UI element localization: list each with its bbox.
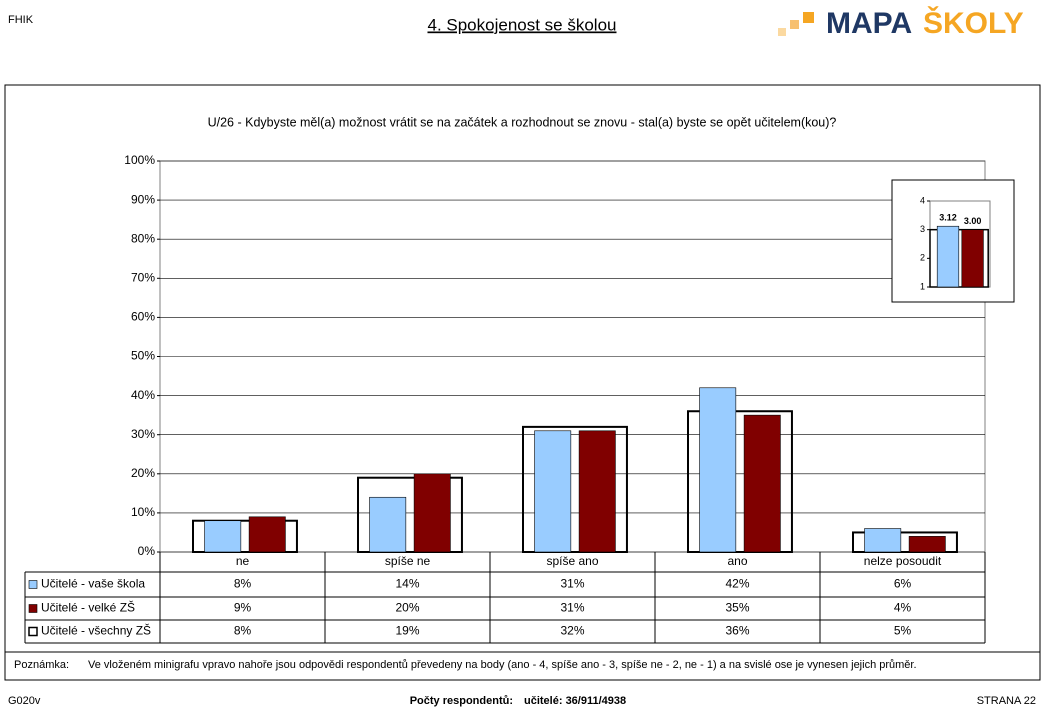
y-tick-label: 90% — [131, 192, 155, 206]
bar — [864, 528, 902, 553]
bar — [413, 473, 451, 553]
x-tick-label: nelze posoudit — [864, 554, 942, 568]
legend-swatch — [28, 604, 38, 613]
legend-swatch — [28, 626, 38, 637]
footer-code: G020v — [8, 695, 41, 707]
table-cell: 8% — [234, 577, 252, 591]
table-cell: 32% — [560, 624, 584, 638]
y-tick-label: 1 — [920, 281, 925, 291]
y-tick-label: 20% — [131, 466, 155, 480]
note-label: Poznámka: — [14, 659, 69, 671]
respondents-label: Počty respondentů: — [410, 695, 513, 707]
x-tick-label: spíše ano — [546, 554, 598, 568]
bar — [248, 516, 286, 553]
table-cell: 6% — [894, 577, 912, 591]
table-cell: 31% — [560, 577, 584, 591]
bar — [687, 410, 793, 553]
table-cell: 9% — [234, 601, 252, 615]
bar — [192, 519, 298, 553]
logo-right: ŠKOLY — [923, 6, 1024, 40]
y-tick-label: 0% — [138, 544, 156, 558]
page-title: 4. Spokojenost se školou — [427, 15, 616, 34]
bar — [204, 520, 242, 553]
chart-frame — [4, 84, 1041, 681]
bar — [578, 430, 616, 553]
table-cell: 14% — [395, 577, 419, 591]
table-cell: 4% — [894, 601, 912, 615]
logo-square — [790, 20, 799, 29]
table-cell: 42% — [725, 577, 749, 591]
y-tick-label: 60% — [131, 310, 155, 324]
report-code: FHIK — [8, 14, 34, 26]
logo-square — [778, 28, 786, 36]
logo-left: MAPA — [826, 7, 912, 40]
y-tick-label: 3 — [920, 224, 925, 234]
x-tick-label: ano — [727, 554, 747, 568]
note-text: Ve vloženém minigrafu vpravo nahoře jsou… — [88, 659, 917, 671]
bar — [743, 414, 781, 553]
y-tick-label: 80% — [131, 231, 155, 245]
logo: MAPA ŠKOLY — [778, 6, 1024, 40]
logo-square — [803, 12, 814, 23]
page-number: STRANA 22 — [977, 695, 1036, 707]
bar — [357, 476, 463, 553]
bar — [534, 430, 572, 553]
value-label: 3.12 — [939, 213, 957, 223]
x-tick-label: ne — [236, 554, 250, 568]
table-cell: 5% — [894, 624, 912, 638]
value-label: 3.00 — [964, 216, 982, 226]
y-tick-label: 2 — [920, 253, 925, 263]
bar — [936, 225, 960, 288]
legend-label: Učitelé - všechny ZŠ — [41, 623, 151, 638]
respondents: učitelé: 36/911/4938 — [524, 695, 626, 707]
bar — [908, 536, 946, 553]
bar — [699, 387, 737, 553]
y-tick-label: 70% — [131, 270, 155, 284]
bar — [522, 425, 628, 554]
legend-label: Učitelé - velké ZŠ — [41, 600, 135, 615]
table-cell: 19% — [395, 624, 419, 638]
table-cell: 8% — [234, 624, 252, 638]
y-tick-label: 10% — [131, 505, 155, 519]
y-tick-label: 40% — [131, 388, 155, 402]
x-tick-label: spíše ne — [385, 554, 431, 568]
bar — [852, 531, 958, 554]
table-cell: 31% — [560, 601, 584, 615]
y-tick-label: 50% — [131, 349, 155, 363]
legend-swatch — [28, 580, 38, 589]
chart-title: U/26 - Kdybyste měl(a) možnost vrátit se… — [208, 115, 837, 129]
table-cell: 35% — [725, 601, 749, 615]
y-tick-label: 4 — [920, 195, 925, 205]
bar — [961, 229, 984, 288]
y-tick-label: 30% — [131, 427, 155, 441]
bar — [369, 496, 407, 553]
table-cell: 20% — [395, 601, 419, 615]
y-tick-label: 100% — [124, 153, 155, 167]
legend-label: Učitelé - vaše škola — [41, 577, 145, 591]
table-cell: 36% — [725, 624, 749, 638]
